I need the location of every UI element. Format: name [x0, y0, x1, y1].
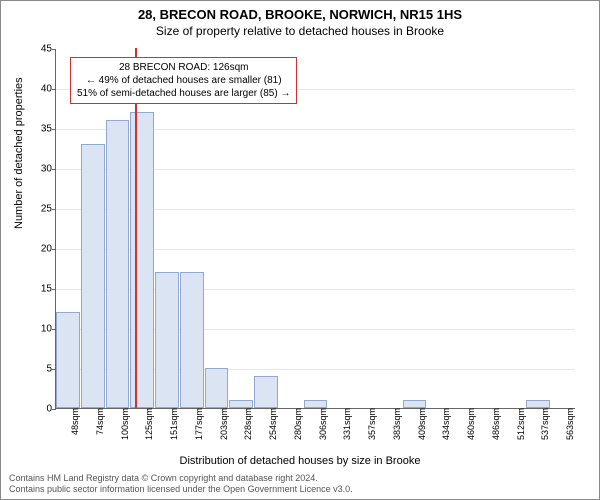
- plot-area: 05101520253035404548sqm74sqm100sqm125sqm…: [55, 49, 575, 409]
- chart-subtitle: Size of property relative to detached ho…: [1, 22, 599, 38]
- marker-callout: 28 BRECON ROAD: 126sqm← 49% of detached …: [70, 57, 297, 104]
- histogram-bar: [130, 112, 154, 408]
- x-tick-label: 512sqm: [514, 408, 526, 448]
- histogram-bar: [304, 400, 328, 408]
- x-tick-label: 486sqm: [489, 408, 501, 448]
- y-tick-mark: [52, 89, 56, 90]
- footer-line-1: Contains HM Land Registry data © Crown c…: [9, 473, 353, 484]
- x-tick-label: 125sqm: [142, 408, 154, 448]
- x-tick-label: 331sqm: [340, 408, 352, 448]
- x-tick-label: 177sqm: [192, 408, 204, 448]
- histogram-bar: [180, 272, 204, 408]
- y-tick-mark: [52, 289, 56, 290]
- callout-line: 28 BRECON ROAD: 126sqm: [77, 61, 290, 74]
- y-tick-mark: [52, 169, 56, 170]
- x-tick-label: 409sqm: [415, 408, 427, 448]
- x-tick-label: 460sqm: [464, 408, 476, 448]
- x-tick-label: 203sqm: [217, 408, 229, 448]
- chart-container: 28, BRECON ROAD, BROOKE, NORWICH, NR15 1…: [0, 0, 600, 500]
- footer-attribution: Contains HM Land Registry data © Crown c…: [9, 473, 353, 495]
- histogram-bar: [526, 400, 550, 408]
- callout-line: ← 49% of detached houses are smaller (81…: [77, 74, 290, 87]
- y-axis-label: Number of detached properties: [13, 77, 25, 229]
- histogram-bar: [254, 376, 278, 408]
- y-tick-mark: [52, 409, 56, 410]
- histogram-bar: [56, 312, 80, 408]
- x-tick-label: 280sqm: [291, 408, 303, 448]
- x-tick-label: 100sqm: [118, 408, 130, 448]
- x-tick-label: 151sqm: [167, 408, 179, 448]
- histogram-bar: [106, 120, 130, 408]
- x-tick-label: 48sqm: [68, 408, 80, 448]
- histogram-bar: [205, 368, 229, 408]
- x-tick-label: 228sqm: [241, 408, 253, 448]
- footer-line-2: Contains public sector information licen…: [9, 484, 353, 495]
- x-tick-label: 357sqm: [365, 408, 377, 448]
- y-tick-mark: [52, 209, 56, 210]
- x-tick-label: 434sqm: [439, 408, 451, 448]
- x-tick-label: 254sqm: [266, 408, 278, 448]
- histogram-bar: [229, 400, 253, 408]
- y-tick-mark: [52, 249, 56, 250]
- x-tick-label: 383sqm: [390, 408, 402, 448]
- callout-line: 51% of semi-detached houses are larger (…: [77, 87, 290, 100]
- y-tick-mark: [52, 129, 56, 130]
- histogram-bar: [403, 400, 427, 408]
- x-tick-label: 306sqm: [316, 408, 328, 448]
- chart-title: 28, BRECON ROAD, BROOKE, NORWICH, NR15 1…: [1, 1, 599, 22]
- x-tick-label: 563sqm: [563, 408, 575, 448]
- y-tick-mark: [52, 49, 56, 50]
- histogram-bar: [155, 272, 179, 408]
- x-tick-label: 74sqm: [93, 408, 105, 448]
- x-tick-label: 537sqm: [538, 408, 550, 448]
- x-axis-title: Distribution of detached houses by size …: [1, 455, 599, 467]
- histogram-bar: [81, 144, 105, 408]
